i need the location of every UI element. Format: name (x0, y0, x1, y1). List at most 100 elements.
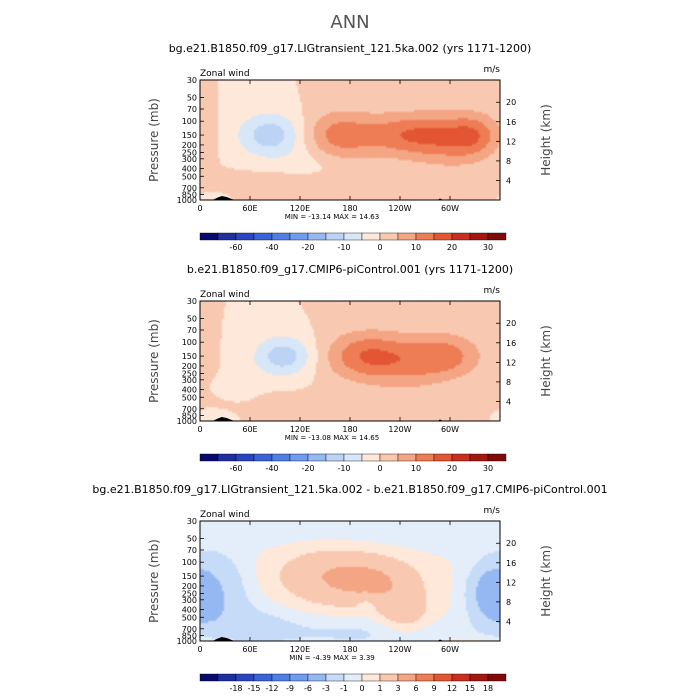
pressure-tick-label: 150 (182, 572, 197, 581)
x-tick-label: 180 (342, 204, 357, 213)
pressure-tick-label: 100 (182, 117, 197, 126)
height-tick-label: 4 (506, 176, 511, 185)
min-max-label: MIN = -13.08 MAX = 14.65 (285, 434, 379, 442)
colorbar-swatch (235, 453, 255, 462)
colorbar-label: -12 (265, 684, 278, 693)
colorbar-label: 10 (411, 243, 421, 252)
pressure-tick-label: 500 (182, 613, 197, 622)
height-tick-label: 12 (506, 358, 516, 367)
colorbar-swatch (433, 673, 453, 682)
y-axis-label: Pressure (mb) (147, 98, 161, 182)
colorbar-label: -15 (247, 684, 260, 693)
zonal-wind-panel-picontrol: Zonal wind m/s0 60E 120E 180 120W 60W305070100… (147, 286, 553, 473)
colorbar-swatch (271, 453, 291, 462)
colorbar-label: -18 (229, 684, 242, 693)
x-tick-label: 0 (197, 425, 202, 434)
colorbar-swatch (451, 673, 471, 682)
colorbar-swatch (325, 673, 345, 682)
pressure-tick-label: 850 (182, 190, 197, 199)
colorbar-swatch (415, 232, 435, 241)
colorbar-label: -3 (322, 684, 330, 693)
pressure-tick-label: 300 (182, 596, 197, 605)
y-axis-label: Pressure (mb) (147, 539, 161, 623)
colorbar-label: -10 (337, 464, 350, 473)
colorbar-swatch (397, 673, 417, 682)
colorbar-label: -40 (265, 243, 278, 252)
x-tick-label: 60E (242, 425, 257, 434)
colorbar-label: -10 (337, 243, 350, 252)
variable-label: Zonal wind (200, 290, 250, 300)
pressure-tick-label: 1000 (177, 417, 197, 426)
units-label: m/s (484, 506, 501, 516)
colorbar-label: -60 (229, 243, 242, 252)
min-max-label: MIN = -13.14 MAX = 14.63 (285, 213, 379, 221)
colorbar-swatch (199, 673, 219, 682)
colorbar-swatch (325, 232, 345, 241)
colorbar-label: 20 (447, 243, 457, 252)
colorbar-swatch (361, 673, 381, 682)
colorbar-swatch (469, 232, 489, 241)
pressure-tick-label: 30 (187, 76, 197, 85)
x-tick-label: 0 (197, 645, 202, 654)
pressure-tick-label: 700 (182, 184, 197, 193)
x-tick-label: 120W (388, 645, 411, 654)
colorbar-swatch (433, 232, 453, 241)
zonal-wind-panel-ligtransient: Zonal wind m/s0 60E 120E 180 120W 60W305070100… (147, 65, 553, 252)
colorbar-label: 12 (447, 684, 457, 693)
pressure-tick-label: 150 (182, 352, 197, 361)
height-tick-label: 20 (506, 539, 516, 548)
colorbar-label: -60 (229, 464, 242, 473)
colorbar-swatch (415, 453, 435, 462)
colorbar-swatch (451, 453, 471, 462)
colorbar-swatch (235, 673, 255, 682)
height-tick-label: 12 (506, 137, 516, 146)
colorbar-swatch (217, 453, 237, 462)
x-tick-label: 120E (290, 425, 310, 434)
colorbar-swatch (343, 673, 363, 682)
units-label: m/s (484, 286, 501, 296)
pressure-tick-label: 70 (187, 546, 197, 555)
topography-mask (212, 417, 235, 421)
pressure-tick-label: 200 (182, 141, 197, 150)
x-tick-label: 180 (342, 645, 357, 654)
pressure-tick-label: 300 (182, 155, 197, 164)
colorbar-label: 20 (447, 464, 457, 473)
colorbar-swatch (289, 453, 309, 462)
pressure-tick-label: 50 (187, 534, 197, 543)
colorbar-swatch (307, 453, 327, 462)
colorbar-swatch (379, 453, 399, 462)
pressure-tick-label: 50 (187, 314, 197, 323)
pressure-tick-label: 250 (182, 370, 197, 379)
x-tick-label: 120W (388, 204, 411, 213)
height-tick-label: 8 (506, 378, 511, 387)
colorbar-swatch (253, 673, 273, 682)
zonal-wind-panel-difference: Zonal wind m/s0 60E 120E 180 120W 60W305070100… (147, 506, 553, 693)
pressure-tick-label: 150 (182, 131, 197, 140)
y-axis-label-right: Height (km) (539, 545, 553, 616)
pressure-tick-label: 700 (182, 625, 197, 634)
y-axis-label-right: Height (km) (539, 104, 553, 175)
colorbar-swatch (271, 232, 291, 241)
colorbar-label: 1 (377, 684, 382, 693)
x-tick-label: 120E (290, 204, 310, 213)
colorbar-swatch (199, 453, 219, 462)
colorbar-swatch (487, 673, 507, 682)
colorbar-swatch (379, 232, 399, 241)
colorbar-swatch (325, 453, 345, 462)
pressure-tick-label: 30 (187, 517, 197, 526)
x-tick-label: 60E (242, 645, 257, 654)
height-tick-label: 4 (506, 397, 511, 406)
colorbar-swatch (253, 453, 273, 462)
panel-title: bg.e21.B1850.f09_g17.LIGtransient_121.5k… (168, 42, 532, 55)
y-axis-label-right: Height (km) (539, 325, 553, 396)
colorbar-label: 0 (359, 684, 364, 693)
pressure-tick-label: 30 (187, 297, 197, 306)
pressure-tick-label: 250 (182, 590, 197, 599)
page-title: ANN (330, 12, 370, 33)
x-tick-label: 60W (441, 645, 459, 654)
pressure-tick-label: 300 (182, 376, 197, 385)
variable-label: Zonal wind (200, 510, 250, 520)
colorbar-swatch (469, 673, 489, 682)
variable-label: Zonal wind (200, 69, 250, 79)
x-tick-label: 60W (441, 425, 459, 434)
